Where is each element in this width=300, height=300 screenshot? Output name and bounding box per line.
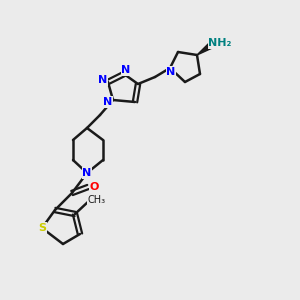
Text: N: N: [103, 97, 112, 107]
Text: CH₃: CH₃: [88, 195, 106, 205]
Text: N: N: [122, 65, 130, 75]
Text: S: S: [38, 223, 46, 233]
Text: NH₂: NH₂: [208, 38, 232, 48]
Text: N: N: [82, 168, 91, 178]
Text: N: N: [98, 75, 108, 85]
Text: N: N: [167, 67, 176, 77]
Polygon shape: [197, 44, 212, 55]
Text: O: O: [89, 182, 99, 192]
